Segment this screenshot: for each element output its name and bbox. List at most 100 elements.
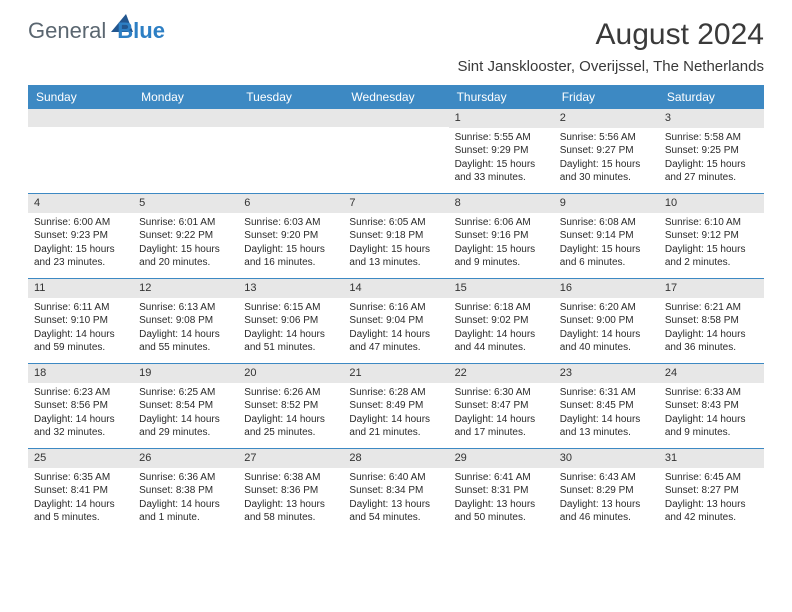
day-number: 7 (343, 194, 448, 213)
sunset-text: Sunset: 9:02 PM (455, 314, 548, 328)
sunrise-text: Sunrise: 6:26 AM (244, 386, 337, 400)
calendar-day-cell: 21Sunrise: 6:28 AMSunset: 8:49 PMDayligh… (343, 364, 448, 448)
daylight-text: Daylight: 14 hours and 13 minutes. (560, 413, 653, 440)
day-details: Sunrise: 6:31 AMSunset: 8:45 PMDaylight:… (554, 383, 659, 446)
calendar-day-cell: 29Sunrise: 6:41 AMSunset: 8:31 PMDayligh… (449, 449, 554, 533)
daylight-text: Daylight: 14 hours and 1 minute. (139, 498, 232, 525)
calendar-day-cell: 6Sunrise: 6:03 AMSunset: 9:20 PMDaylight… (238, 194, 343, 278)
sunrise-text: Sunrise: 6:40 AM (349, 471, 442, 485)
daylight-text: Daylight: 15 hours and 13 minutes. (349, 243, 442, 270)
sunset-text: Sunset: 8:58 PM (665, 314, 758, 328)
sunset-text: Sunset: 8:41 PM (34, 484, 127, 498)
calendar-day-cell: 7Sunrise: 6:05 AMSunset: 9:18 PMDaylight… (343, 194, 448, 278)
sunrise-text: Sunrise: 6:00 AM (34, 216, 127, 230)
daylight-text: Daylight: 14 hours and 47 minutes. (349, 328, 442, 355)
day-number: 12 (133, 279, 238, 298)
day-number: 29 (449, 449, 554, 468)
day-details: Sunrise: 6:23 AMSunset: 8:56 PMDaylight:… (28, 383, 133, 446)
day-number: 24 (659, 364, 764, 383)
calendar-day-cell: 25Sunrise: 6:35 AMSunset: 8:41 PMDayligh… (28, 449, 133, 533)
sunrise-text: Sunrise: 6:01 AM (139, 216, 232, 230)
day-header-cell: Saturday (659, 85, 764, 109)
calendar-day-cell: 18Sunrise: 6:23 AMSunset: 8:56 PMDayligh… (28, 364, 133, 448)
daylight-text: Daylight: 14 hours and 5 minutes. (34, 498, 127, 525)
day-number: 10 (659, 194, 764, 213)
sunset-text: Sunset: 9:20 PM (244, 229, 337, 243)
sunset-text: Sunset: 9:22 PM (139, 229, 232, 243)
day-details: Sunrise: 6:35 AMSunset: 8:41 PMDaylight:… (28, 468, 133, 531)
day-details: Sunrise: 5:56 AMSunset: 9:27 PMDaylight:… (554, 128, 659, 191)
day-number: 25 (28, 449, 133, 468)
daylight-text: Daylight: 14 hours and 32 minutes. (34, 413, 127, 440)
sunset-text: Sunset: 9:25 PM (665, 144, 758, 158)
day-details: Sunrise: 6:45 AMSunset: 8:27 PMDaylight:… (659, 468, 764, 531)
day-number: 16 (554, 279, 659, 298)
logo-word-blue: Blue (117, 18, 165, 44)
day-details: Sunrise: 6:10 AMSunset: 9:12 PMDaylight:… (659, 213, 764, 276)
sunrise-text: Sunrise: 6:35 AM (34, 471, 127, 485)
sunrise-text: Sunrise: 6:03 AM (244, 216, 337, 230)
sunset-text: Sunset: 8:56 PM (34, 399, 127, 413)
sunrise-text: Sunrise: 6:18 AM (455, 301, 548, 315)
day-number: 3 (659, 109, 764, 128)
sunrise-text: Sunrise: 6:23 AM (34, 386, 127, 400)
calendar-day-cell: 8Sunrise: 6:06 AMSunset: 9:16 PMDaylight… (449, 194, 554, 278)
sunrise-text: Sunrise: 6:30 AM (455, 386, 548, 400)
day-number: 20 (238, 364, 343, 383)
day-details: Sunrise: 6:15 AMSunset: 9:06 PMDaylight:… (238, 298, 343, 361)
logo: General Blue (28, 18, 165, 44)
day-details: Sunrise: 6:28 AMSunset: 8:49 PMDaylight:… (343, 383, 448, 446)
sunset-text: Sunset: 9:27 PM (560, 144, 653, 158)
day-header-cell: Sunday (28, 85, 133, 109)
day-header-cell: Friday (554, 85, 659, 109)
day-details: Sunrise: 6:26 AMSunset: 8:52 PMDaylight:… (238, 383, 343, 446)
daylight-text: Daylight: 15 hours and 27 minutes. (665, 158, 758, 185)
sunset-text: Sunset: 8:36 PM (244, 484, 337, 498)
day-details: Sunrise: 6:43 AMSunset: 8:29 PMDaylight:… (554, 468, 659, 531)
calendar-week-row: 4Sunrise: 6:00 AMSunset: 9:23 PMDaylight… (28, 194, 764, 279)
sunrise-text: Sunrise: 6:05 AM (349, 216, 442, 230)
day-number (28, 109, 133, 127)
sunset-text: Sunset: 8:52 PM (244, 399, 337, 413)
day-details: Sunrise: 6:03 AMSunset: 9:20 PMDaylight:… (238, 213, 343, 276)
day-details: Sunrise: 6:33 AMSunset: 8:43 PMDaylight:… (659, 383, 764, 446)
sunrise-text: Sunrise: 6:43 AM (560, 471, 653, 485)
sunrise-text: Sunrise: 6:41 AM (455, 471, 548, 485)
day-number: 13 (238, 279, 343, 298)
sunset-text: Sunset: 9:06 PM (244, 314, 337, 328)
sunrise-text: Sunrise: 5:58 AM (665, 131, 758, 145)
calendar-day-cell: 3 Sunrise: 5:58 AMSunset: 9:25 PMDaylight… (659, 109, 764, 193)
sunrise-text: Sunrise: 6:38 AM (244, 471, 337, 485)
calendar-day-cell (28, 109, 133, 193)
day-number (238, 109, 343, 127)
calendar-week-row: 18Sunrise: 6:23 AMSunset: 8:56 PMDayligh… (28, 364, 764, 449)
day-number: 6 (238, 194, 343, 213)
day-details: Sunrise: 6:38 AMSunset: 8:36 PMDaylight:… (238, 468, 343, 531)
calendar-day-cell: 19Sunrise: 6:25 AMSunset: 8:54 PMDayligh… (133, 364, 238, 448)
month-year-title: August 2024 (457, 18, 764, 52)
daylight-text: Daylight: 15 hours and 16 minutes. (244, 243, 337, 270)
day-number (133, 109, 238, 127)
sunset-text: Sunset: 9:14 PM (560, 229, 653, 243)
day-details: Sunrise: 6:41 AMSunset: 8:31 PMDaylight:… (449, 468, 554, 531)
sunset-text: Sunset: 8:27 PM (665, 484, 758, 498)
daylight-text: Daylight: 14 hours and 36 minutes. (665, 328, 758, 355)
day-details: Sunrise: 6:05 AMSunset: 9:18 PMDaylight:… (343, 213, 448, 276)
calendar-day-cell: 22Sunrise: 6:30 AMSunset: 8:47 PMDayligh… (449, 364, 554, 448)
daylight-text: Daylight: 14 hours and 51 minutes. (244, 328, 337, 355)
daylight-text: Daylight: 15 hours and 33 minutes. (455, 158, 548, 185)
day-number: 2 (554, 109, 659, 128)
sunset-text: Sunset: 8:34 PM (349, 484, 442, 498)
sunrise-text: Sunrise: 5:55 AM (455, 131, 548, 145)
daylight-text: Daylight: 14 hours and 44 minutes. (455, 328, 548, 355)
calendar-day-cell: 23Sunrise: 6:31 AMSunset: 8:45 PMDayligh… (554, 364, 659, 448)
day-number: 9 (554, 194, 659, 213)
sunrise-text: Sunrise: 6:08 AM (560, 216, 653, 230)
day-details: Sunrise: 6:18 AMSunset: 9:02 PMDaylight:… (449, 298, 554, 361)
calendar-day-cell: 9Sunrise: 6:08 AMSunset: 9:14 PMDaylight… (554, 194, 659, 278)
day-details: Sunrise: 6:40 AMSunset: 8:34 PMDaylight:… (343, 468, 448, 531)
sunrise-text: Sunrise: 6:06 AM (455, 216, 548, 230)
calendar-day-cell: 4Sunrise: 6:00 AMSunset: 9:23 PMDaylight… (28, 194, 133, 278)
sunset-text: Sunset: 8:47 PM (455, 399, 548, 413)
day-number: 14 (343, 279, 448, 298)
